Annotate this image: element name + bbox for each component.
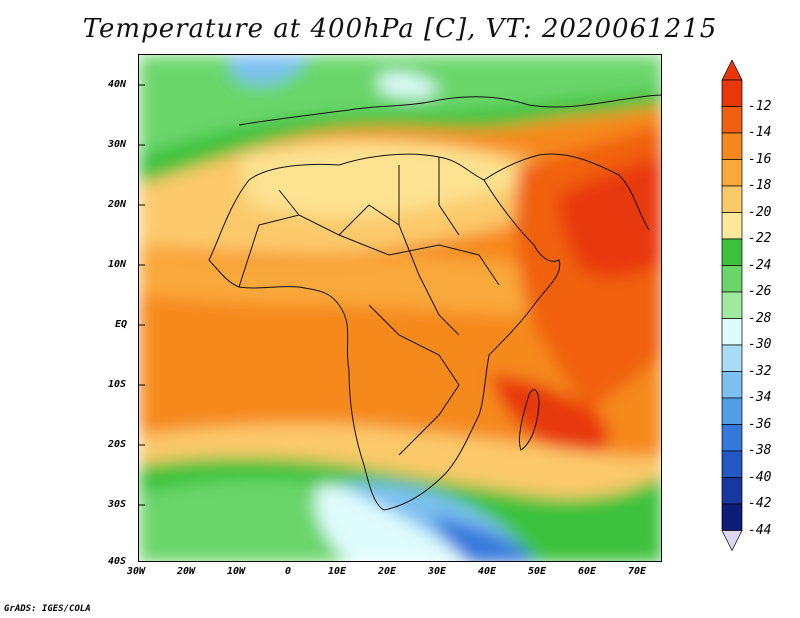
colorbar-bottom-arrow [721, 530, 743, 552]
colorbar-swatch [721, 397, 743, 425]
lat-label: EQ [115, 319, 128, 330]
colorbar-label: -32 [748, 363, 772, 379]
lat-label: 30N [108, 139, 127, 150]
colorbar-swatch [721, 344, 743, 372]
lon-label: 30E [428, 566, 447, 577]
temperature-field [139, 55, 661, 561]
colorbar-label: -14 [748, 125, 772, 140]
colorbar-swatch [721, 291, 743, 319]
colorbar-label: -42 [748, 496, 772, 511]
lat-label: 20S [108, 439, 127, 450]
colorbar-swatch [721, 371, 743, 399]
lat-label: 40N [108, 79, 127, 90]
colorbar-swatches [721, 60, 743, 552]
lat-label: 20N [108, 199, 127, 210]
coastline [208, 94, 661, 511]
colorbar-top-arrow [721, 60, 743, 81]
colorbar-swatch [721, 212, 743, 240]
colorbar-label: -44 [748, 522, 772, 538]
colorbar-swatch [721, 265, 743, 293]
colorbar [721, 60, 743, 552]
colorbar-swatch [721, 503, 743, 531]
lat-label: 10N [108, 259, 127, 270]
colorbar-swatch [721, 238, 743, 266]
colorbar-swatch [721, 159, 743, 187]
lon-label: 70E [628, 566, 647, 577]
colorbar-label: -16 [748, 151, 772, 167]
lon-label: 20E [378, 566, 397, 577]
colorbar-swatch [721, 424, 743, 452]
colorbar-swatch [721, 477, 743, 505]
colorbar-swatch [721, 450, 743, 478]
colorbar-swatch [721, 185, 743, 213]
colorbar-label: -28 [748, 310, 772, 326]
lon-label: 0 [285, 566, 292, 577]
colorbar-label: -30 [748, 337, 772, 352]
map-title: Temperature at 400hPa [C], VT: 202006121… [82, 14, 718, 44]
colorbar-label: -26 [748, 284, 772, 299]
colorbar-label: -20 [748, 204, 772, 220]
colorbar-label: -22 [748, 231, 772, 246]
lon-label: 30W [127, 566, 146, 577]
colorbar-swatch [721, 318, 743, 346]
lon-label: 40E [478, 566, 497, 577]
lon-label: 50E [528, 566, 547, 577]
lat-label: 10S [108, 379, 127, 390]
colorbar-swatch [721, 106, 743, 134]
footer-credit: GrADS: IGES/COLA [4, 604, 91, 614]
lon-label: 10E [328, 566, 347, 577]
colorbar-label: -34 [748, 390, 772, 405]
colorbar-label: -18 [748, 178, 772, 193]
temperature-map[interactable] [138, 54, 662, 562]
lat-label: 30S [108, 499, 127, 510]
colorbar-label: -38 [748, 443, 772, 458]
lat-label: 40S [108, 556, 127, 567]
colorbar-label: -12 [748, 98, 772, 114]
colorbar-swatch [721, 132, 743, 160]
lon-label: 20W [177, 566, 196, 577]
colorbar-swatch [721, 79, 743, 107]
colorbar-label: -40 [748, 469, 772, 485]
colorbar-label: -24 [748, 257, 772, 273]
colorbar-label: -36 [748, 416, 772, 432]
lon-label: 10W [227, 566, 246, 577]
lon-label: 60E [578, 566, 597, 577]
